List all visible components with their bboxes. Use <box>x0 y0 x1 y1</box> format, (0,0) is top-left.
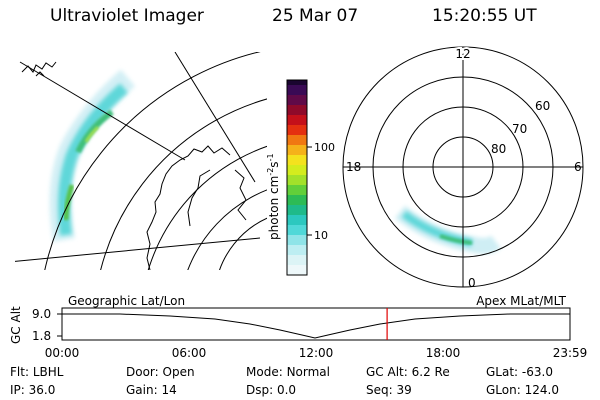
info-gc-alt: GC Alt: 6.2 Re <box>366 365 450 379</box>
image-time: 15:20:55 UT <box>432 6 537 26</box>
timeline-ytick-bottom: 1.8 <box>32 329 51 343</box>
timeline-xtick-1800: 18:00 <box>426 346 461 360</box>
info-mode: Mode: Normal <box>246 365 330 379</box>
timeline-xtick-0000: 00:00 <box>45 346 80 360</box>
colorbar-tick-label-100: 100 <box>314 141 335 154</box>
timeline-xtick-2359: 23:59 <box>553 346 588 360</box>
info-flt: Flt: LBHL <box>10 365 64 379</box>
svg-text:12: 12 <box>455 47 470 61</box>
info-dsp: Dsp: 0.0 <box>246 383 297 397</box>
instrument-title: Ultraviolet Imager <box>50 6 204 26</box>
colorbar: 100 10 photon cm-2s-1 <box>266 79 335 276</box>
info-gain: Gain: 14 <box>126 383 177 397</box>
info-seq: Seq: 39 <box>366 383 412 397</box>
geo-grid-lines <box>15 52 267 270</box>
info-ip: IP: 36.0 <box>10 383 56 397</box>
mlat-label-80: 80 <box>491 142 506 156</box>
altitude-curve <box>62 313 570 339</box>
info-glon: GLon: 124.0 <box>486 383 559 397</box>
geographic-map-panel <box>15 52 267 270</box>
mlt-label-12: 12 <box>455 47 470 61</box>
colorbar-tick-label-10: 10 <box>314 229 328 242</box>
timeline-xtick-0600: 06:00 <box>172 346 207 360</box>
polar-mlat-mlt-panel: 12 12 18 6 0 60 70 80 <box>342 45 584 290</box>
image-date: 25 Mar 07 <box>272 6 359 26</box>
timeline-ytick-top: 9.0 <box>32 307 51 321</box>
polar-panel-label: Apex MLat/MLT <box>476 294 566 308</box>
mlt-label-18: 18 <box>346 160 361 174</box>
mlat-label-60: 60 <box>535 99 550 113</box>
aurora-emission-geo <box>49 69 136 242</box>
mlt-label-6: 6 <box>574 160 582 174</box>
info-glat: GLat: -63.0 <box>486 365 553 379</box>
colorbar-unit-label: photon cm-2s-1 <box>266 153 281 240</box>
altitude-timeline: GC Alt 9.0 1.8 Geographic Lat/Lon Apex M… <box>9 294 587 360</box>
geo-panel-label: Geographic Lat/Lon <box>68 294 185 308</box>
polar-grid <box>342 46 584 288</box>
info-door: Door: Open <box>126 365 195 379</box>
geo-coastline <box>21 61 247 270</box>
timeline-ylabel: GC Alt <box>9 306 23 344</box>
mlt-label-0: 0 <box>468 276 476 290</box>
mlat-label-70: 70 <box>512 122 527 136</box>
aurora-emission-polar <box>395 205 501 254</box>
timeline-xtick-1200: 12:00 <box>299 346 334 360</box>
